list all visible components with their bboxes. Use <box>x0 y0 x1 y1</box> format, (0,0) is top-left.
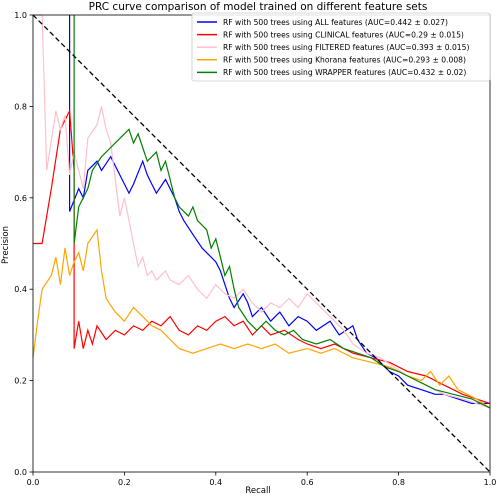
legend-entry-0: RF with 500 trees using ALL features (AU… <box>223 18 448 27</box>
y-tick-label: 0.4 <box>14 285 27 294</box>
reference-layer <box>32 14 491 473</box>
x-tick-label: 0.4 <box>209 478 222 487</box>
legend-entry-2: RF with 500 trees using FILTERED feature… <box>223 43 469 52</box>
legend: RF with 500 trees using ALL features (AU… <box>191 12 491 82</box>
chart-title: PRC curve comparison of model trained on… <box>89 1 428 13</box>
y-tick-label: 0.6 <box>14 194 27 203</box>
series-line-3 <box>32 228 491 409</box>
y-tick-label: 1.0 <box>14 11 27 20</box>
y-tick-label: 0.2 <box>14 377 27 386</box>
x-tick-label: 0.2 <box>118 478 131 487</box>
legend-entry-4: RF with 500 trees using WRAPPER features… <box>223 68 466 77</box>
reference-diagonal-line <box>32 14 491 473</box>
series-line-2 <box>33 14 491 409</box>
y-tick-label: 0.0 <box>14 468 27 477</box>
legend-entry-3: RF with 500 trees using Khorana features… <box>223 56 466 65</box>
y-axis-label: Precision <box>1 226 11 264</box>
x-tick-label: 1.0 <box>484 478 497 487</box>
x-tick-label: 0.0 <box>27 478 40 487</box>
series-line-1 <box>33 108 491 404</box>
x-tick-label: 0.6 <box>301 478 314 487</box>
x-tick-label: 0.8 <box>392 478 405 487</box>
x-axis-label: Recall <box>245 486 270 496</box>
legend-entry-1: RF with 500 trees using CLINICAL feature… <box>223 30 464 39</box>
ticks-layer: 0.0 0.2 0.4 0.6 0.8 1.0 0.0 0.2 0.4 0.6 0.8 1.0 <box>14 11 496 487</box>
series-line-4 <box>73 15 491 409</box>
legend-box <box>191 12 491 82</box>
y-tick-label: 0.8 <box>14 102 27 111</box>
